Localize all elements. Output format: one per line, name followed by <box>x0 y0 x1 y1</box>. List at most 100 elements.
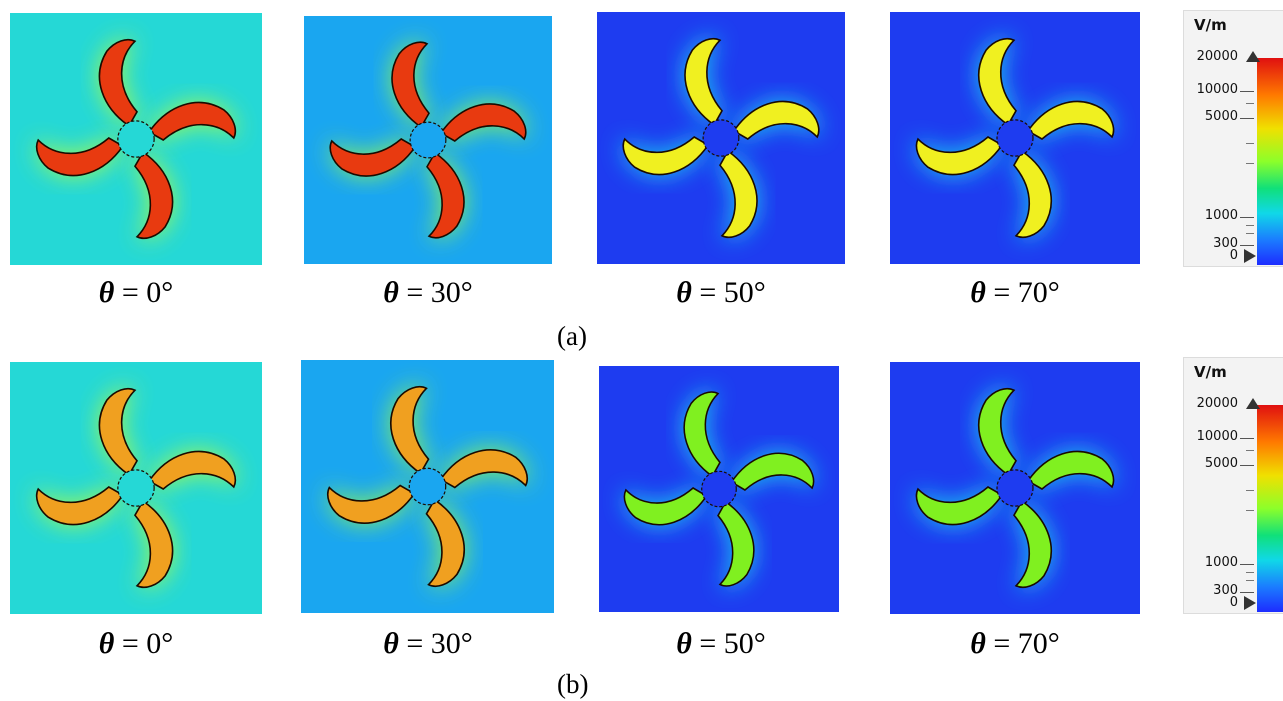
blade-shape <box>35 137 125 177</box>
field-plot-svg <box>599 366 839 612</box>
legend-minor-tick <box>1246 490 1254 491</box>
blade-shape <box>425 498 465 588</box>
legend-tick: 5000 <box>1204 456 1238 471</box>
blade-shape <box>439 103 527 142</box>
field-plot-svg <box>890 12 1140 264</box>
hub-circle <box>996 469 1034 507</box>
blade-shape <box>623 487 708 526</box>
legend-tick-mark <box>1240 592 1254 593</box>
caption-value: = 0° <box>114 276 174 309</box>
field-plot-svg <box>597 12 845 264</box>
caption-value: = 70° <box>985 276 1060 309</box>
blade-shape <box>1026 450 1115 490</box>
blade-shape <box>717 500 755 587</box>
blade-shape <box>684 37 723 127</box>
legend-minor-tick <box>1246 450 1254 451</box>
caption-theta: θ <box>970 627 986 660</box>
caption-a-70: θ = 70° <box>915 276 1115 310</box>
legend-tick: 5000 <box>1204 109 1238 124</box>
blade-shape <box>915 486 1004 526</box>
caption-value: = 30° <box>398 276 473 309</box>
caption-theta: θ <box>676 276 692 309</box>
legend-tick: 1000 <box>1204 208 1238 223</box>
blade-shape <box>134 150 174 240</box>
caption-theta: θ <box>383 276 399 309</box>
legend-tick: 0 <box>1229 595 1238 610</box>
legend-tick-mark <box>1240 91 1254 92</box>
field-plot-a-0 <box>10 13 262 265</box>
field-plot-svg <box>304 16 552 264</box>
legend-tick: 1000 <box>1204 555 1238 570</box>
legend-minor-tick <box>1246 572 1254 573</box>
legend-tick: 0 <box>1229 248 1238 263</box>
blade-shape <box>683 391 721 478</box>
row-label-a: (a) <box>557 321 587 351</box>
blade-shape <box>439 449 529 489</box>
blade-shape <box>391 41 430 129</box>
blade-shape <box>732 100 820 140</box>
legend-minor-tick <box>1246 580 1254 581</box>
caption-value: = 0° <box>114 627 174 660</box>
blade-shape <box>390 385 430 475</box>
legend-unit: V/m <box>1194 363 1227 381</box>
blade-shape <box>134 499 174 589</box>
slider-right-icon[interactable] <box>1244 249 1256 263</box>
field-plot-svg <box>10 362 262 614</box>
legend-minor-tick <box>1246 233 1254 234</box>
caption-theta: θ <box>98 276 115 309</box>
legend-tick-mark <box>1240 217 1254 218</box>
blade-shape <box>35 486 125 526</box>
blade-shape <box>977 37 1017 127</box>
caption-b-30: θ = 30° <box>328 627 528 661</box>
blade-shape <box>719 149 758 239</box>
blade-shape <box>1013 149 1053 239</box>
slider-right-icon[interactable] <box>1244 596 1256 610</box>
blade-shape <box>98 38 138 128</box>
legend-minor-tick <box>1246 510 1254 511</box>
blade-shape <box>622 136 710 176</box>
blade-shape <box>1026 100 1115 140</box>
caption-b-0: θ = 0° <box>36 627 236 661</box>
caption-a-0: θ = 0° <box>36 276 236 310</box>
legend-unit: V/m <box>1194 16 1227 34</box>
field-plot-b-50 <box>599 366 839 612</box>
legend-tick-mark <box>1240 465 1254 466</box>
caption-a-30: θ = 30° <box>328 276 528 310</box>
field-plot-a-70 <box>890 12 1140 264</box>
blade-shape <box>730 452 815 491</box>
legend-tick: 300 <box>1213 583 1238 598</box>
field-plot-svg <box>301 360 554 613</box>
caption-theta: θ <box>383 627 399 660</box>
field-plot-b-30 <box>301 360 554 613</box>
caption-value: = 50° <box>691 627 766 660</box>
legend-minor-tick <box>1246 225 1254 226</box>
blade-shape <box>329 138 417 177</box>
legend-tick: 20000 <box>1196 396 1238 411</box>
blade-shape <box>147 101 237 141</box>
hub-circle <box>409 121 447 159</box>
slider-up-icon[interactable] <box>1246 398 1260 409</box>
legend-tick: 20000 <box>1196 49 1238 64</box>
legend-tick: 300 <box>1213 236 1238 251</box>
hub-circle <box>117 120 155 158</box>
legend-tick-mark <box>1240 438 1254 439</box>
colorbar-gradient <box>1257 58 1283 265</box>
caption-value: = 30° <box>398 627 473 660</box>
legend-tick-mark <box>1240 245 1254 246</box>
caption-value: = 50° <box>691 276 766 309</box>
caption-b-70: θ = 70° <box>915 627 1115 661</box>
blade-shape <box>1013 499 1053 589</box>
caption-theta: θ <box>98 627 115 660</box>
legend-minor-tick <box>1246 103 1254 104</box>
legend-tick: 10000 <box>1196 429 1238 444</box>
field-plot-a-50 <box>597 12 845 264</box>
blade-shape <box>326 484 416 524</box>
field-plot-a-30 <box>304 16 552 264</box>
blade-shape <box>98 387 138 477</box>
slider-up-icon[interactable] <box>1246 51 1260 62</box>
colorbar-gradient <box>1257 405 1283 612</box>
caption-theta: θ <box>970 276 986 309</box>
blade-shape <box>426 151 465 239</box>
caption-b-50: θ = 50° <box>621 627 821 661</box>
row-label-b: (b) <box>557 669 589 699</box>
